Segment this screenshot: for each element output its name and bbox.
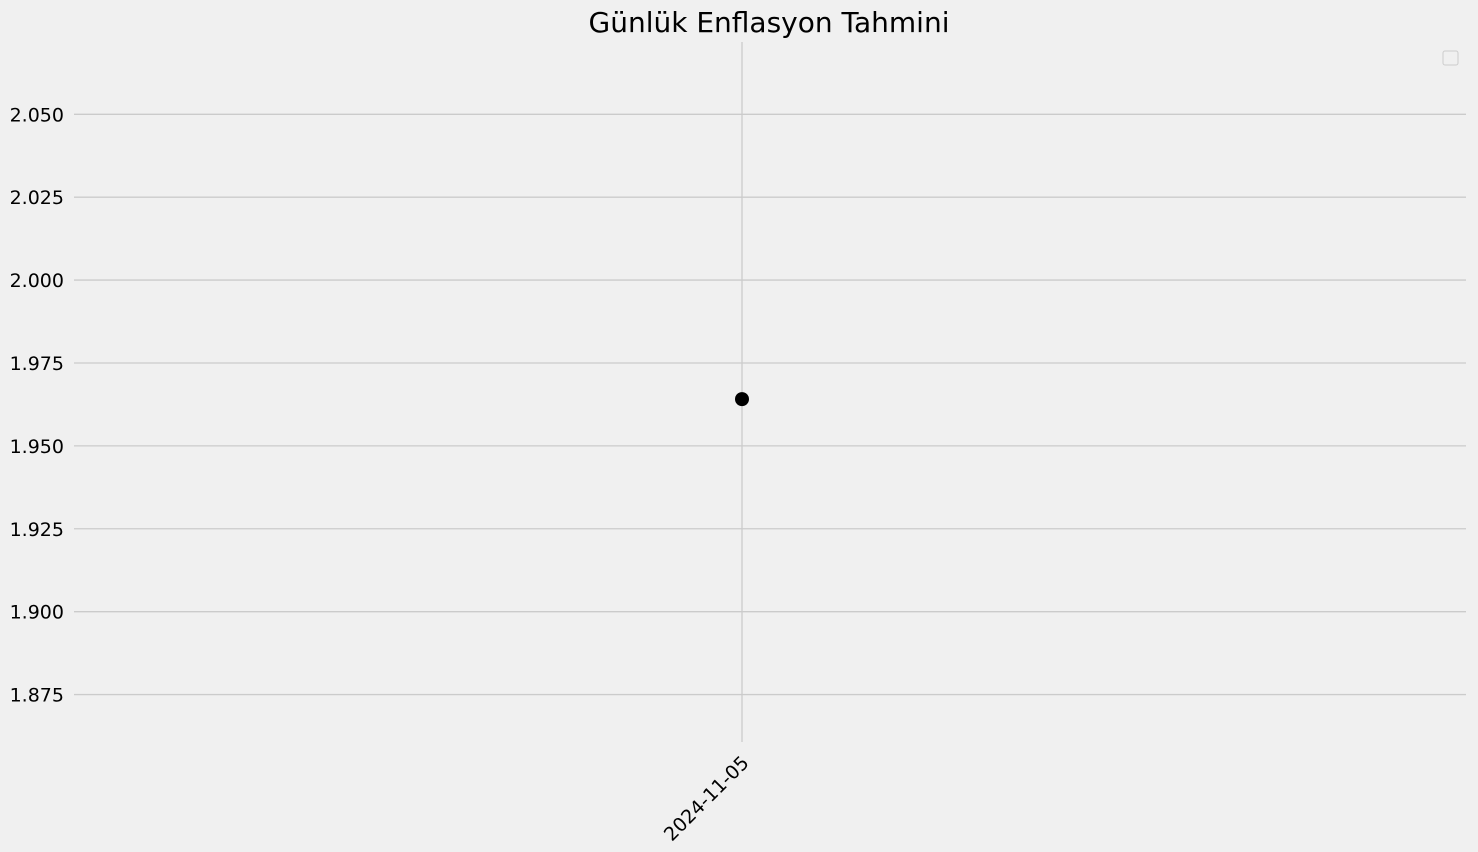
y-tick-label: 1.950 — [10, 436, 64, 458]
y-tick-label: 1.975 — [10, 353, 64, 375]
chart-title: Günlük Enflasyon Tahmini — [589, 6, 950, 39]
y-tick-label: 2.050 — [10, 104, 64, 126]
data-point — [735, 392, 749, 407]
y-tick-label: 2.000 — [10, 270, 64, 292]
legend-box — [1442, 50, 1459, 66]
data-points — [735, 392, 749, 407]
y-tick-label: 1.900 — [10, 602, 64, 624]
y-tick-label: 1.875 — [10, 685, 64, 707]
y-tick-label: 1.925 — [10, 519, 64, 541]
y-axis-ticks: 1.875 1.900 1.925 1.950 1.975 2.000 2.025 2.050 — [10, 104, 64, 706]
grid-layer — [74, 42, 1466, 742]
y-tick-label: 2.025 — [10, 187, 64, 209]
